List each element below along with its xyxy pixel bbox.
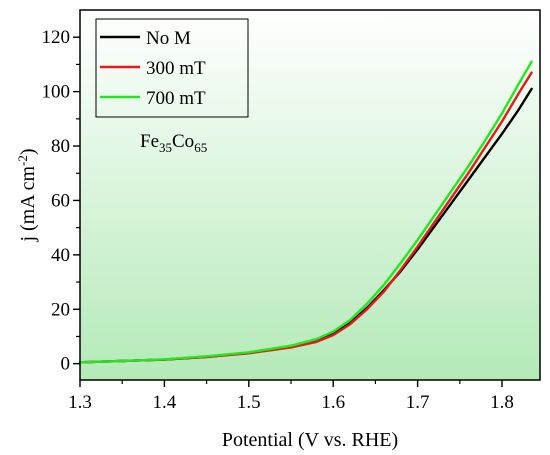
plot-area [80, 10, 540, 380]
y-tick-label: 0 [61, 354, 71, 375]
annotation-fe: Fe [140, 131, 159, 152]
composition-annotation: Fe35Co65 [140, 131, 207, 155]
x-tick-label: 1.4 [153, 392, 177, 413]
y-axis-title-main: j (mA cm [17, 166, 39, 243]
x-tick-label: 1.6 [321, 392, 345, 413]
y-axis-title: j (mA cm-2) [15, 148, 39, 242]
annotation-fe-subscript: 35 [159, 140, 172, 155]
x-tick-label: 1.5 [237, 392, 261, 413]
y-axis-title-close: ) [17, 148, 39, 155]
x-tick-label: 1.7 [406, 392, 430, 413]
x-tick-label: 1.3 [68, 392, 92, 413]
y-tick-label: 100 [42, 82, 71, 103]
x-axis-title: Potential (V vs. RHE) [222, 429, 398, 451]
y-tick-label: 80 [51, 136, 70, 157]
y-tick-label: 120 [42, 27, 71, 48]
legend: No M 300 mT 700 mT [95, 18, 249, 118]
series-line-3 [78, 60, 533, 364]
legend-label: 300 mT [146, 58, 206, 79]
legend-label: 700 mT [146, 88, 206, 109]
y-tick-label: 60 [51, 190, 70, 211]
plot-frame [79, 9, 541, 381]
legend-label: No M [146, 28, 191, 49]
y-axis-title-superscript: -2 [15, 155, 30, 166]
y-tick-label: 40 [51, 245, 70, 266]
x-tick-label: 1.8 [490, 392, 514, 413]
annotation-co-subscript: 65 [194, 140, 207, 155]
legend-box [95, 18, 249, 118]
annotation-co: Co [172, 131, 194, 152]
y-tick-label: 20 [51, 299, 70, 320]
